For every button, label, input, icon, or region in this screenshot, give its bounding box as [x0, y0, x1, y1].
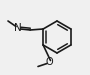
- Text: O: O: [45, 57, 53, 67]
- Text: N: N: [14, 23, 22, 33]
